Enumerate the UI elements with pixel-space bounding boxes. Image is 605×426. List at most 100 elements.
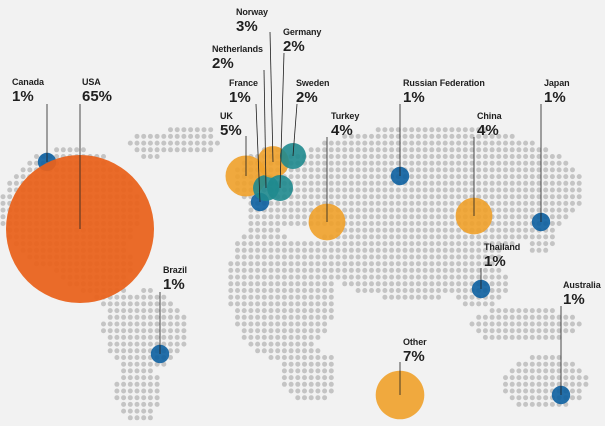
land-dot bbox=[482, 133, 488, 139]
land-dot bbox=[348, 281, 354, 287]
land-dot bbox=[389, 241, 395, 247]
land-dot bbox=[255, 334, 261, 340]
land-dot bbox=[369, 180, 374, 186]
land-dot bbox=[261, 348, 267, 354]
land-dot bbox=[261, 334, 267, 340]
land-dot bbox=[496, 180, 502, 186]
land-dot bbox=[489, 247, 495, 253]
land-dot bbox=[489, 267, 495, 273]
land-dot bbox=[134, 140, 140, 146]
land-dot bbox=[462, 167, 468, 173]
land-dot bbox=[174, 308, 180, 314]
land-dot bbox=[261, 281, 267, 287]
land-dot bbox=[402, 254, 408, 260]
land-dot bbox=[375, 221, 381, 226]
land-dot bbox=[241, 234, 247, 240]
land-dot bbox=[121, 368, 127, 374]
land-dot bbox=[395, 194, 401, 200]
land-dot bbox=[107, 301, 113, 307]
land-dot bbox=[147, 321, 153, 327]
land-dot bbox=[302, 301, 307, 307]
land-dot bbox=[442, 274, 448, 280]
land-dot bbox=[174, 147, 180, 153]
land-dot bbox=[328, 274, 334, 280]
land-dot bbox=[348, 174, 354, 180]
land-dot bbox=[556, 314, 562, 320]
land-dot bbox=[134, 415, 140, 421]
land-dot bbox=[395, 274, 401, 280]
land-dot bbox=[496, 334, 502, 340]
land-dot bbox=[275, 314, 281, 320]
land-dot bbox=[496, 207, 502, 213]
land-dot bbox=[281, 334, 287, 340]
land-dot bbox=[436, 214, 441, 220]
land-dot bbox=[449, 288, 455, 293]
land-dot bbox=[261, 301, 267, 307]
land-dot bbox=[489, 274, 495, 280]
land-dot bbox=[476, 154, 482, 159]
land-dot bbox=[429, 254, 435, 260]
land-dot bbox=[235, 288, 240, 293]
land-dot bbox=[523, 214, 529, 220]
land-dot bbox=[415, 174, 421, 180]
land-dot bbox=[496, 254, 502, 260]
land-dot bbox=[529, 355, 535, 360]
land-dot bbox=[121, 314, 127, 320]
land-dot bbox=[268, 281, 274, 287]
land-dot bbox=[362, 174, 368, 180]
land-dot bbox=[476, 133, 482, 139]
land-dot bbox=[7, 187, 13, 193]
land-dot bbox=[328, 160, 334, 166]
land-dot bbox=[335, 187, 341, 193]
land-dot bbox=[456, 261, 462, 267]
land-dot bbox=[549, 241, 555, 247]
land-dot bbox=[402, 147, 408, 153]
land-dot bbox=[147, 408, 153, 414]
country-share-australia: 1% bbox=[563, 291, 585, 308]
land-dot bbox=[469, 234, 475, 240]
land-dot bbox=[489, 334, 495, 340]
land-dot bbox=[409, 194, 415, 200]
land-dot bbox=[275, 200, 281, 206]
land-dot bbox=[556, 321, 562, 327]
land-dot bbox=[134, 294, 140, 300]
land-dot bbox=[516, 334, 522, 340]
land-dot bbox=[127, 368, 133, 374]
land-dot bbox=[54, 154, 60, 159]
land-dot bbox=[315, 288, 321, 293]
land-dot bbox=[154, 388, 160, 394]
land-dot bbox=[442, 227, 448, 233]
land-dot bbox=[315, 308, 321, 314]
land-dot bbox=[0, 194, 6, 200]
land-dot bbox=[402, 187, 408, 193]
land-dot bbox=[322, 274, 328, 280]
land-dot bbox=[429, 294, 435, 300]
land-dot bbox=[348, 187, 354, 193]
land-dot bbox=[288, 341, 294, 347]
land-dot bbox=[147, 395, 153, 401]
land-dot bbox=[161, 308, 167, 314]
country-share-thailand: 1% bbox=[484, 253, 506, 270]
land-dot bbox=[409, 221, 415, 226]
land-dot bbox=[529, 140, 535, 146]
land-dot bbox=[107, 314, 113, 320]
land-dot bbox=[235, 261, 240, 267]
land-dot bbox=[449, 160, 455, 166]
country-share-france: 1% bbox=[229, 89, 251, 106]
land-dot bbox=[476, 234, 482, 240]
land-dot bbox=[382, 274, 388, 280]
land-dot bbox=[436, 261, 441, 267]
land-dot bbox=[261, 288, 267, 293]
land-dot bbox=[503, 200, 508, 206]
land-dot bbox=[422, 167, 428, 173]
land-dot bbox=[570, 321, 575, 327]
land-dot bbox=[208, 147, 214, 153]
land-dot bbox=[382, 247, 388, 253]
country-share-norway: 3% bbox=[236, 18, 258, 35]
land-dot bbox=[442, 154, 448, 159]
land-dot bbox=[543, 328, 549, 334]
land-dot bbox=[161, 334, 167, 340]
land-dot bbox=[0, 207, 6, 213]
land-dot bbox=[174, 321, 180, 327]
label-netherlands: Netherlands 2% bbox=[212, 45, 263, 72]
